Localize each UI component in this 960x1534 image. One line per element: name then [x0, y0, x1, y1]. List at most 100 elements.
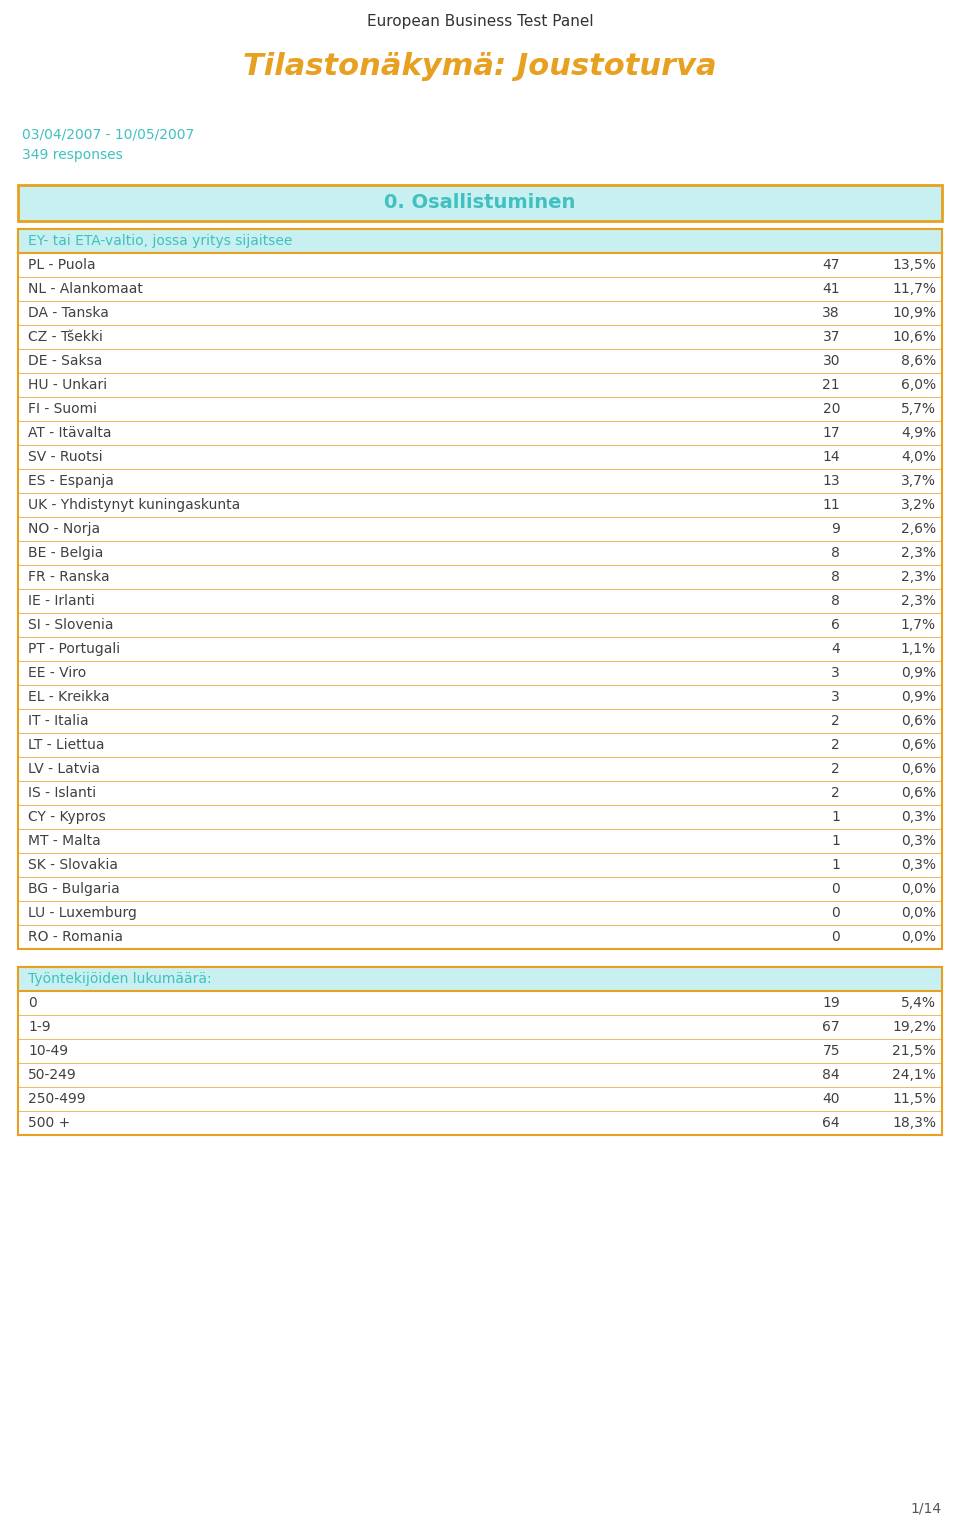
Text: 14: 14 — [823, 449, 840, 463]
Text: 2,3%: 2,3% — [901, 571, 936, 584]
FancyBboxPatch shape — [18, 966, 942, 991]
Text: 21: 21 — [823, 377, 840, 393]
Text: 0,3%: 0,3% — [901, 834, 936, 848]
Text: 2,3%: 2,3% — [901, 594, 936, 607]
Text: 0,6%: 0,6% — [900, 713, 936, 729]
Text: 1: 1 — [831, 834, 840, 848]
Text: 1,7%: 1,7% — [900, 618, 936, 632]
Text: 84: 84 — [823, 1068, 840, 1081]
Text: IT - Italia: IT - Italia — [28, 713, 88, 729]
Text: 0,3%: 0,3% — [901, 810, 936, 824]
Text: 8: 8 — [831, 571, 840, 584]
Text: EY- tai ETA-valtio, jossa yritys sijaitsee: EY- tai ETA-valtio, jossa yritys sijaits… — [28, 235, 293, 249]
Text: UK - Yhdistynyt kuningaskunta: UK - Yhdistynyt kuningaskunta — [28, 499, 240, 512]
Text: 37: 37 — [823, 330, 840, 344]
Text: 19,2%: 19,2% — [892, 1020, 936, 1034]
Text: 24,1%: 24,1% — [892, 1068, 936, 1081]
Text: PL - Puola: PL - Puola — [28, 258, 96, 272]
Text: 8: 8 — [831, 546, 840, 560]
Text: LT - Liettua: LT - Liettua — [28, 738, 105, 752]
Text: 21,5%: 21,5% — [892, 1045, 936, 1058]
Text: 2,3%: 2,3% — [901, 546, 936, 560]
Text: 5,7%: 5,7% — [901, 402, 936, 416]
Text: 64: 64 — [823, 1117, 840, 1131]
Text: 0: 0 — [831, 930, 840, 943]
Text: 0,3%: 0,3% — [901, 858, 936, 871]
Text: AT - Itävalta: AT - Itävalta — [28, 426, 111, 440]
Text: MT - Malta: MT - Malta — [28, 834, 101, 848]
Text: Tilastonäkymä: Joustoturva: Tilastonäkymä: Joustoturva — [243, 52, 717, 81]
Text: 2: 2 — [831, 713, 840, 729]
Text: 0: 0 — [28, 996, 36, 1009]
Text: EL - Kreikka: EL - Kreikka — [28, 690, 109, 704]
Text: ES - Espanja: ES - Espanja — [28, 474, 114, 488]
Text: 11,5%: 11,5% — [892, 1092, 936, 1106]
Text: 0: 0 — [831, 882, 840, 896]
Text: 1,1%: 1,1% — [900, 643, 936, 657]
Text: SI - Slovenia: SI - Slovenia — [28, 618, 113, 632]
Text: DE - Saksa: DE - Saksa — [28, 354, 103, 368]
Text: 03/04/2007 - 10/05/2007: 03/04/2007 - 10/05/2007 — [22, 127, 194, 143]
Text: IE - Irlanti: IE - Irlanti — [28, 594, 95, 607]
Text: European Business Test Panel: European Business Test Panel — [367, 14, 593, 29]
Text: 38: 38 — [823, 305, 840, 321]
Text: 30: 30 — [823, 354, 840, 368]
Text: 5,4%: 5,4% — [901, 996, 936, 1009]
Text: 1: 1 — [831, 858, 840, 871]
Text: 1/14: 1/14 — [911, 1502, 942, 1516]
Text: Työntekijöiden lukumäärä:: Työntekijöiden lukumäärä: — [28, 973, 211, 986]
Text: 6,0%: 6,0% — [900, 377, 936, 393]
Text: 0,0%: 0,0% — [901, 882, 936, 896]
Text: 13: 13 — [823, 474, 840, 488]
Text: 3: 3 — [831, 690, 840, 704]
Text: RO - Romania: RO - Romania — [28, 930, 123, 943]
Text: 0,0%: 0,0% — [901, 907, 936, 920]
Text: 40: 40 — [823, 1092, 840, 1106]
Text: 4: 4 — [831, 643, 840, 657]
Text: 10,9%: 10,9% — [892, 305, 936, 321]
Text: EE - Viro: EE - Viro — [28, 666, 86, 680]
Text: LU - Luxemburg: LU - Luxemburg — [28, 907, 137, 920]
Text: 0. Osallistuminen: 0. Osallistuminen — [384, 193, 576, 213]
Text: 0,0%: 0,0% — [901, 930, 936, 943]
Text: NL - Alankomaat: NL - Alankomaat — [28, 282, 143, 296]
Text: FI - Suomi: FI - Suomi — [28, 402, 97, 416]
Text: 1-9: 1-9 — [28, 1020, 51, 1034]
Text: 4,9%: 4,9% — [900, 426, 936, 440]
Text: 1: 1 — [831, 810, 840, 824]
Text: 41: 41 — [823, 282, 840, 296]
Text: 0,9%: 0,9% — [900, 690, 936, 704]
Text: 6: 6 — [831, 618, 840, 632]
Text: PT - Portugali: PT - Portugali — [28, 643, 120, 657]
Text: 50-249: 50-249 — [28, 1068, 77, 1081]
Text: SV - Ruotsi: SV - Ruotsi — [28, 449, 103, 463]
Text: 13,5%: 13,5% — [892, 258, 936, 272]
Text: LV - Latvia: LV - Latvia — [28, 762, 100, 776]
Text: BE - Belgia: BE - Belgia — [28, 546, 104, 560]
Text: DA - Tanska: DA - Tanska — [28, 305, 108, 321]
Text: 2: 2 — [831, 762, 840, 776]
Text: 67: 67 — [823, 1020, 840, 1034]
Text: 47: 47 — [823, 258, 840, 272]
Text: 500 +: 500 + — [28, 1117, 70, 1131]
Text: HU - Unkari: HU - Unkari — [28, 377, 108, 393]
FancyBboxPatch shape — [18, 229, 942, 253]
Text: 0: 0 — [831, 907, 840, 920]
Text: 17: 17 — [823, 426, 840, 440]
Text: 349 responses: 349 responses — [22, 147, 123, 163]
Text: FR - Ranska: FR - Ranska — [28, 571, 109, 584]
Text: 20: 20 — [823, 402, 840, 416]
Text: 75: 75 — [823, 1045, 840, 1058]
Text: 18,3%: 18,3% — [892, 1117, 936, 1131]
Text: 8: 8 — [831, 594, 840, 607]
Text: 11,7%: 11,7% — [892, 282, 936, 296]
Text: 0,9%: 0,9% — [900, 666, 936, 680]
Text: 8,6%: 8,6% — [900, 354, 936, 368]
Text: IS - Islanti: IS - Islanti — [28, 785, 96, 801]
Text: CY - Kypros: CY - Kypros — [28, 810, 106, 824]
Text: 3,7%: 3,7% — [901, 474, 936, 488]
Text: 3,2%: 3,2% — [901, 499, 936, 512]
Text: CZ - Tšekki: CZ - Tšekki — [28, 330, 103, 344]
Text: 10-49: 10-49 — [28, 1045, 68, 1058]
Text: 10,6%: 10,6% — [892, 330, 936, 344]
